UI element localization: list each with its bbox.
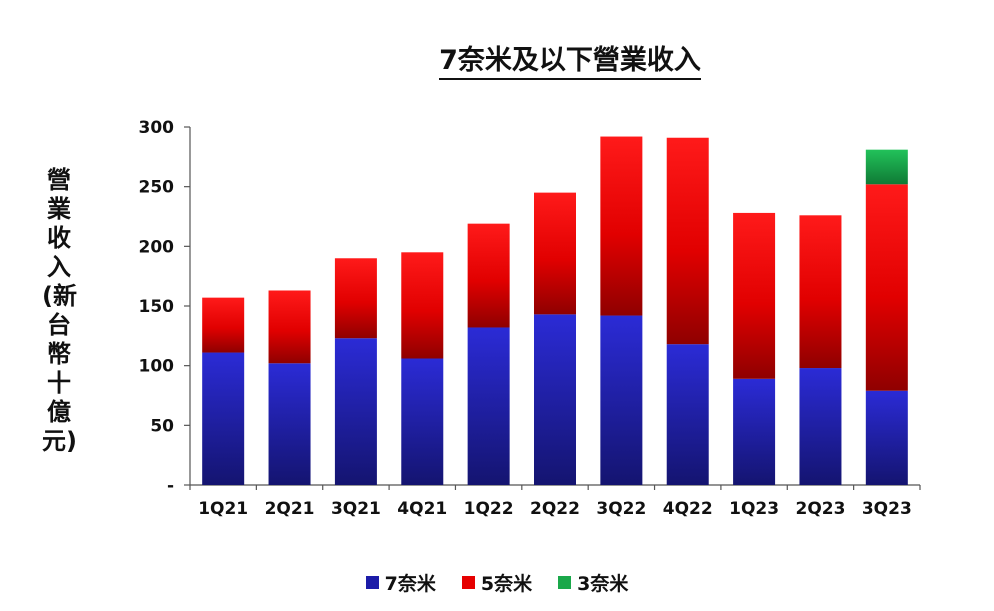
bars — [202, 136, 908, 485]
legend-swatch — [461, 576, 475, 589]
bar-1Q22-7奈米 — [467, 327, 510, 485]
bar-4Q21-7奈米 — [401, 358, 444, 485]
x-tick-label: 2Q23 — [795, 499, 845, 519]
y-tick-label: 50 — [150, 416, 174, 436]
bar-1Q21-5奈米 — [202, 297, 245, 353]
x-tick-label: 1Q22 — [464, 499, 514, 519]
x-tick-label: 3Q21 — [331, 499, 381, 519]
x-tick-label: 1Q21 — [198, 499, 248, 519]
legend-item: 5奈米 — [461, 569, 533, 596]
legend-label: 5奈米 — [480, 573, 533, 595]
bar-2Q21-5奈米 — [268, 290, 311, 364]
legend-label: 7奈米 — [384, 573, 436, 595]
chart-title: 7奈米及以下營業收入 — [300, 38, 840, 80]
x-tick-label: 2Q22 — [530, 499, 580, 519]
y-tick-label: 200 — [139, 237, 175, 257]
bar-3Q22-7奈米 — [600, 315, 643, 485]
y-tick-label: 250 — [139, 178, 175, 198]
bar-2Q22-7奈米 — [534, 314, 576, 485]
bar-3Q23-3奈米 — [865, 149, 908, 185]
x-tick-label: 4Q22 — [663, 499, 713, 519]
bar-2Q23-5奈米 — [799, 215, 842, 369]
bar-1Q23-7奈米 — [733, 378, 776, 485]
y-tick-label: - — [167, 476, 174, 496]
legend-label: 3奈米 — [577, 573, 629, 595]
x-tick-label: 2Q21 — [265, 499, 315, 519]
bar-2Q22-5奈米 — [534, 192, 576, 315]
legend-item: 7奈米 — [365, 569, 436, 596]
y-tick-label: 150 — [139, 297, 175, 317]
bar-3Q22-5奈米 — [600, 136, 643, 316]
bar-1Q21-7奈米 — [202, 352, 245, 485]
x-tick-label: 4Q21 — [397, 499, 447, 519]
chart-title-text: 7奈米及以下營業收入 — [439, 45, 701, 80]
legend-swatch — [558, 576, 572, 589]
bar-3Q23-5奈米 — [865, 184, 908, 391]
legend-item: 3奈米 — [558, 569, 628, 596]
tick-labels: - 50 100 150 200 250 300 1Q21 2Q21 3Q21 4Q21 1Q22 2Q… — [139, 118, 912, 519]
bar-3Q23-7奈米 — [865, 390, 908, 485]
bar-2Q21-7奈米 — [268, 363, 311, 485]
bar-3Q21-5奈米 — [334, 258, 377, 339]
bar-1Q22-5奈米 — [467, 223, 510, 328]
legend-swatch — [365, 576, 379, 589]
x-tick-label: 1Q23 — [729, 499, 779, 519]
bar-1Q23-5奈米 — [733, 212, 776, 379]
y-axis-label: 營業收入(新台幣十億元) — [42, 166, 77, 455]
legend: 7奈米 5奈米 3奈米 — [0, 569, 994, 596]
bar-2Q23-7奈米 — [799, 368, 842, 485]
x-tick-label: 3Q23 — [862, 499, 912, 519]
y-tick-label: 300 — [139, 118, 175, 138]
bar-4Q21-5奈米 — [401, 252, 444, 359]
bar-3Q21-7奈米 — [334, 338, 377, 485]
bar-4Q22-7奈米 — [666, 344, 709, 485]
y-tick-label: 100 — [139, 357, 175, 377]
x-tick-label: 3Q22 — [596, 499, 646, 519]
bar-4Q22-5奈米 — [666, 137, 709, 345]
